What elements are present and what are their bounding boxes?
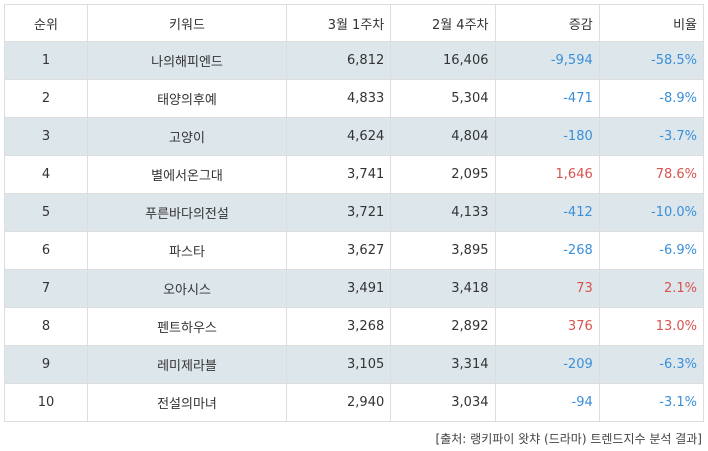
cell-rank: 9: [4, 345, 88, 384]
cell-week-mar1: 3,627: [285, 231, 392, 270]
cell-keyword: 푸른바다의전설: [87, 193, 287, 232]
table-row: 5 푸른바다의전설 3,721 4,133 -412 -10.0%: [4, 193, 705, 232]
trend-table-container: 순위 키워드 3월 1주차 2월 4주차 증감 비율 1 나의해피엔드 6,812 1…: [4, 4, 705, 447]
header-week-feb4: 2월 4주차: [390, 4, 496, 42]
source-note: [출처: 랭키파이 왓챠 (드라마) 트렌드지수 분석 결과]: [435, 432, 702, 446]
cell-keyword: 별에서온그대: [87, 155, 287, 194]
cell-week-mar1: 3,741: [285, 155, 392, 194]
table-header: 순위 키워드 3월 1주차 2월 4주차 증감 비율: [4, 4, 705, 42]
cell-ratio: -3.1%: [598, 383, 705, 422]
cell-change: -94: [494, 383, 600, 422]
cell-rank: 7: [4, 269, 88, 308]
cell-rank: 2: [4, 79, 88, 118]
header-rank: 순위: [4, 4, 88, 42]
table-row: 2 태양의후예 4,833 5,304 -471 -8.9%: [4, 79, 705, 118]
cell-rank: 6: [4, 231, 88, 270]
cell-week-feb4: 4,804: [390, 117, 496, 156]
cell-rank: 10: [4, 383, 88, 422]
cell-week-feb4: 3,314: [390, 345, 496, 384]
cell-week-feb4: 3,418: [390, 269, 496, 308]
cell-week-feb4: 2,892: [390, 307, 496, 346]
cell-week-mar1: 3,721: [285, 193, 392, 232]
cell-change: 1,646: [494, 155, 600, 194]
cell-keyword: 펜트하우스: [87, 307, 287, 346]
header-row: 순위 키워드 3월 1주차 2월 4주차 증감 비율: [4, 4, 705, 42]
cell-change: -209: [494, 345, 600, 384]
cell-keyword: 나의해피엔드: [87, 41, 287, 80]
cell-keyword: 레미제라블: [87, 345, 287, 384]
cell-week-feb4: 16,406: [390, 41, 496, 80]
cell-keyword: 오아시스: [87, 269, 287, 308]
cell-week-mar1: 4,624: [285, 117, 392, 156]
trend-table: 순위 키워드 3월 1주차 2월 4주차 증감 비율 1 나의해피엔드 6,812 1…: [4, 4, 705, 422]
table-row: 1 나의해피엔드 6,812 16,406 -9,594 -58.5%: [4, 41, 705, 80]
cell-week-feb4: 3,895: [390, 231, 496, 270]
cell-change: -180: [494, 117, 600, 156]
table-row: 4 별에서온그대 3,741 2,095 1,646 78.6%: [4, 155, 705, 194]
cell-rank: 4: [4, 155, 88, 194]
cell-ratio: -3.7%: [598, 117, 705, 156]
cell-change: 376: [494, 307, 600, 346]
cell-week-mar1: 6,812: [285, 41, 392, 80]
table-row: 9 레미제라블 3,105 3,314 -209 -6.3%: [4, 345, 705, 384]
cell-week-feb4: 2,095: [390, 155, 496, 194]
table-row: 7 오아시스 3,491 3,418 73 2.1%: [4, 269, 705, 308]
cell-rank: 8: [4, 307, 88, 346]
cell-keyword: 태양의후예: [87, 79, 287, 118]
cell-week-mar1: 2,940: [285, 383, 392, 422]
cell-ratio: 2.1%: [598, 269, 705, 308]
cell-week-feb4: 3,034: [390, 383, 496, 422]
cell-ratio: -10.0%: [598, 193, 705, 232]
header-week-mar1: 3월 1주차: [285, 4, 392, 42]
table-row: 6 파스타 3,627 3,895 -268 -6.9%: [4, 231, 705, 270]
cell-ratio: 13.0%: [598, 307, 705, 346]
cell-change: -9,594: [494, 41, 600, 80]
cell-keyword: 파스타: [87, 231, 287, 270]
cell-keyword: 전설의마녀: [87, 383, 287, 422]
cell-rank: 1: [4, 41, 88, 80]
cell-rank: 5: [4, 193, 88, 232]
cell-change: -268: [494, 231, 600, 270]
cell-change: -471: [494, 79, 600, 118]
header-change: 증감: [494, 4, 600, 42]
cell-change: 73: [494, 269, 600, 308]
cell-ratio: -6.3%: [598, 345, 705, 384]
cell-week-mar1: 3,105: [285, 345, 392, 384]
table-body: 1 나의해피엔드 6,812 16,406 -9,594 -58.5% 2 태양의후예 4,83…: [4, 41, 705, 422]
table-row: 10 전설의마녀 2,940 3,034 -94 -3.1%: [4, 383, 705, 422]
cell-rank: 3: [4, 117, 88, 156]
cell-ratio: -58.5%: [598, 41, 705, 80]
table-row: 3 고양이 4,624 4,804 -180 -3.7%: [4, 117, 705, 156]
cell-week-mar1: 4,833: [285, 79, 392, 118]
cell-ratio: 78.6%: [598, 155, 705, 194]
cell-ratio: -8.9%: [598, 79, 705, 118]
cell-week-feb4: 5,304: [390, 79, 496, 118]
cell-keyword: 고양이: [87, 117, 287, 156]
cell-change: -412: [494, 193, 600, 232]
header-ratio: 비율: [598, 4, 705, 42]
header-keyword: 키워드: [87, 4, 287, 42]
cell-ratio: -6.9%: [598, 231, 705, 270]
table-row: 8 펜트하우스 3,268 2,892 376 13.0%: [4, 307, 705, 346]
cell-week-mar1: 3,491: [285, 269, 392, 308]
cell-week-mar1: 3,268: [285, 307, 392, 346]
cell-week-feb4: 4,133: [390, 193, 496, 232]
